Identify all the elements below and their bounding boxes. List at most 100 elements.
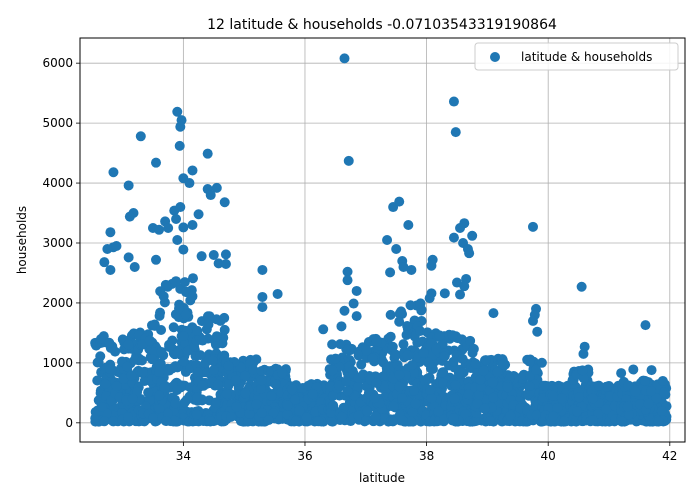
y-tick-label: 5000 xyxy=(42,116,73,130)
data-point xyxy=(123,339,134,350)
data-point xyxy=(226,411,237,422)
data-point xyxy=(167,363,178,374)
y-tick-label: 2000 xyxy=(42,296,73,310)
data-point xyxy=(100,378,111,389)
data-point xyxy=(361,345,372,356)
data-point xyxy=(242,416,253,427)
data-point xyxy=(488,308,499,319)
data-point xyxy=(425,384,436,395)
data-point xyxy=(556,393,567,404)
data-point xyxy=(616,368,627,379)
data-point xyxy=(108,167,119,178)
data-point xyxy=(336,411,347,422)
data-point xyxy=(385,331,396,342)
data-point xyxy=(328,390,339,401)
data-point xyxy=(197,380,208,391)
legend-label: latitude & households xyxy=(521,50,652,64)
data-point xyxy=(532,326,543,337)
data-point xyxy=(272,288,283,299)
x-tick-label: 34 xyxy=(176,449,191,463)
data-point xyxy=(385,267,396,278)
data-point xyxy=(470,358,481,369)
data-point xyxy=(342,266,353,277)
data-point xyxy=(527,221,538,232)
data-point xyxy=(148,413,159,424)
data-point xyxy=(208,365,219,376)
data-point xyxy=(398,261,409,272)
data-point xyxy=(178,222,189,233)
data-point xyxy=(175,202,186,213)
data-point xyxy=(313,416,324,427)
data-point xyxy=(505,410,516,421)
data-point xyxy=(415,298,426,309)
data-point xyxy=(270,379,281,390)
data-point xyxy=(659,387,670,398)
data-point xyxy=(651,393,662,404)
data-point xyxy=(628,364,639,375)
data-point xyxy=(524,356,535,367)
data-point xyxy=(339,305,350,316)
data-points xyxy=(90,53,672,427)
data-point xyxy=(403,220,414,231)
data-point xyxy=(448,356,459,367)
data-point xyxy=(341,376,352,387)
data-point xyxy=(353,381,364,392)
data-point xyxy=(394,308,405,319)
x-tick-label: 38 xyxy=(419,449,434,463)
data-point xyxy=(394,381,405,392)
data-point xyxy=(92,375,103,386)
data-point xyxy=(407,360,418,371)
data-point xyxy=(342,385,353,396)
data-point xyxy=(574,392,585,403)
data-point xyxy=(108,416,119,427)
data-point xyxy=(351,285,362,296)
data-point xyxy=(184,178,195,189)
data-point xyxy=(408,367,419,378)
data-point xyxy=(208,249,219,260)
data-point xyxy=(371,336,382,347)
data-point xyxy=(409,385,420,396)
data-point xyxy=(154,224,165,235)
data-point xyxy=(301,412,312,423)
data-point xyxy=(465,335,476,346)
data-point xyxy=(147,354,158,365)
data-point xyxy=(468,343,479,354)
data-point xyxy=(351,311,362,322)
data-point xyxy=(480,355,491,366)
data-point xyxy=(616,416,627,427)
data-point xyxy=(622,401,633,412)
data-point xyxy=(388,401,399,412)
data-point xyxy=(123,252,134,263)
data-point xyxy=(111,381,122,392)
data-point xyxy=(154,366,165,377)
data-point xyxy=(240,388,251,399)
data-point xyxy=(137,367,148,378)
data-point xyxy=(657,375,668,386)
y-axis-ticks: 0 1000 2000 3000 4000 5000 6000 xyxy=(42,56,80,430)
data-point xyxy=(154,403,165,414)
data-point xyxy=(172,348,183,359)
data-point xyxy=(394,196,405,207)
y-tick-label: 4000 xyxy=(42,176,73,190)
data-point xyxy=(326,416,337,427)
data-point xyxy=(187,165,198,176)
data-point xyxy=(353,410,364,421)
data-point xyxy=(170,398,181,409)
data-point xyxy=(370,411,381,422)
chart-title: 12 latitude & households -0.071035433191… xyxy=(207,17,557,33)
data-point xyxy=(552,402,563,413)
x-tick-label: 36 xyxy=(297,449,312,463)
data-point xyxy=(178,331,189,342)
data-point xyxy=(438,378,449,389)
data-point xyxy=(318,324,329,335)
data-point xyxy=(211,331,222,342)
data-point xyxy=(593,380,604,391)
data-point xyxy=(255,383,266,394)
data-point xyxy=(143,387,154,398)
data-point xyxy=(136,355,147,366)
data-point xyxy=(455,223,466,234)
data-point xyxy=(174,303,185,314)
data-point xyxy=(382,235,393,245)
data-point xyxy=(105,227,116,238)
